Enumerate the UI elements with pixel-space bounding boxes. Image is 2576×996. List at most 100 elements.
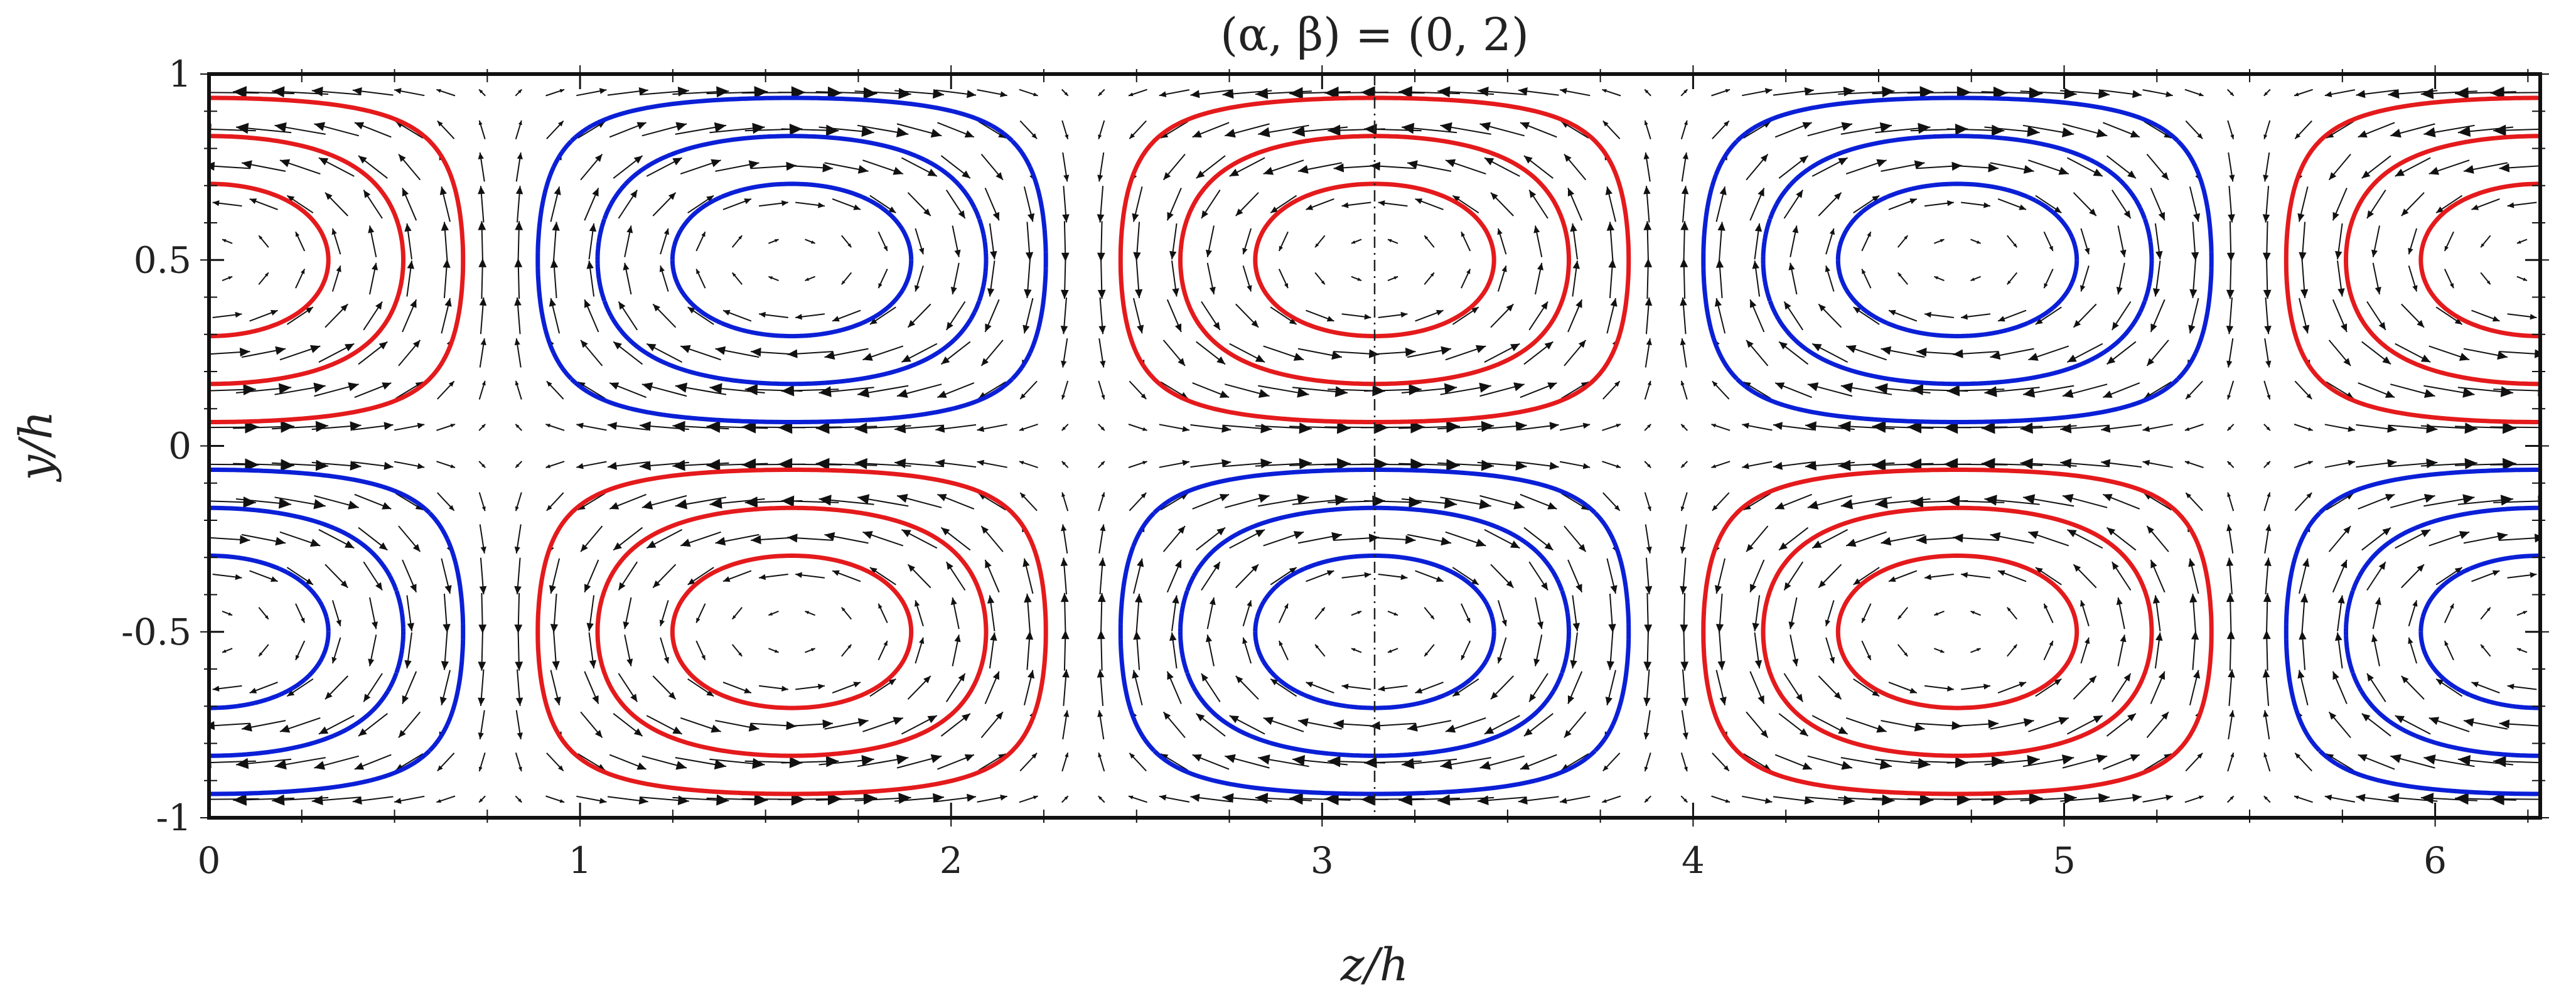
- plot-frame: [207, 72, 2542, 820]
- velocity-arrow: [1746, 525, 1769, 552]
- velocity-arrow: [2188, 297, 2199, 334]
- velocity-arrow: [1097, 710, 1105, 740]
- velocity-arrow: [1484, 529, 1520, 549]
- velocity-arrow: [2263, 795, 2271, 803]
- velocity-arrow: [1990, 162, 2034, 174]
- velocity-arrow: [980, 525, 1004, 552]
- velocity-arrow: [2226, 258, 2235, 299]
- velocity-arrow: [2073, 564, 2097, 589]
- positive-contour: [209, 181, 2540, 710]
- velocity-arrow: [1132, 186, 1143, 222]
- velocity-arrow: [478, 258, 487, 299]
- velocity-arrow: [235, 758, 292, 769]
- velocity-arrow: [869, 567, 896, 586]
- velocity-arrow: [1712, 492, 1730, 511]
- velocity-arrow: [363, 301, 383, 331]
- x-tick-labels: 0 1 2 3 4 5 6: [198, 839, 2447, 882]
- velocity-arrow: [1807, 755, 1853, 770]
- velocity-arrow: [824, 532, 869, 544]
- velocity-arrow: [2035, 567, 2062, 586]
- velocity-arrow: [1567, 188, 1583, 221]
- velocity-arrow: [241, 720, 286, 732]
- velocity-arrow: [989, 223, 997, 260]
- velocity-arrow: [862, 159, 904, 175]
- velocity-arrow: [1861, 640, 1872, 661]
- velocity-arrow: [1192, 754, 1230, 770]
- velocity-arrow: [1129, 380, 1147, 400]
- velocity-arrow: [2007, 607, 2018, 620]
- velocity-arrow: [1840, 757, 1892, 770]
- velocity-arrow: [1644, 424, 1651, 431]
- velocity-arrow: [1567, 671, 1583, 704]
- velocity-arrow: [2401, 564, 2425, 589]
- velocity-arrow: [1159, 459, 1190, 468]
- velocity-arrow: [623, 597, 632, 629]
- velocity-arrow: [1445, 345, 1486, 361]
- velocity-arrow: [832, 682, 861, 694]
- velocity-arrow: [2366, 673, 2386, 702]
- velocity-arrow: [2185, 380, 2203, 400]
- velocity-arrow: [2332, 671, 2348, 704]
- velocity-arrow: [325, 192, 348, 217]
- velocity-arrow: [1062, 152, 1070, 182]
- velocity-arrow: [877, 640, 888, 661]
- velocity-arrow: [436, 795, 456, 803]
- velocity-arrow: [1644, 492, 1651, 511]
- velocity-arrow: [2106, 527, 2137, 551]
- velocity-arrow: [1297, 718, 1343, 730]
- velocity-arrow: [1773, 87, 1814, 96]
- velocity-arrow: [546, 380, 564, 400]
- velocity-arrow: [1225, 123, 1270, 138]
- velocity-arrow: [2299, 631, 2307, 670]
- velocity-arrow: [2507, 683, 2537, 690]
- velocity-arrow: [1924, 311, 1954, 318]
- velocity-arrow: [795, 313, 825, 320]
- velocity-arrow: [1897, 235, 1908, 248]
- velocity-arrow: [1440, 122, 1491, 135]
- velocity-arrow: [805, 610, 815, 616]
- velocity-arrow: [1953, 533, 1999, 543]
- velocity-arrow: [550, 186, 561, 222]
- velocity-arrow: [1934, 610, 1945, 616]
- velocity-arrow: [1774, 122, 1812, 138]
- velocity-arrow: [660, 637, 669, 664]
- velocity-arrow: [1605, 186, 1616, 222]
- velocity-arrow: [1717, 222, 1725, 261]
- velocity-arrow: [2361, 341, 2391, 365]
- velocity-arrow: [398, 340, 421, 367]
- velocity-arrow: [687, 195, 714, 214]
- velocity-arrow: [2264, 338, 2272, 368]
- velocity-arrow: [2184, 795, 2204, 803]
- velocity-arrow: [1306, 309, 1334, 322]
- velocity-arrow: [1061, 752, 1069, 772]
- velocity-arrow: [1490, 675, 1514, 700]
- velocity-arrow: [1128, 88, 1147, 97]
- velocity-arrow: [787, 349, 833, 358]
- velocity-arrow: [1314, 644, 1326, 657]
- velocity-arrow: [641, 755, 687, 770]
- velocity-arrow: [2263, 120, 2271, 139]
- velocity-arrow: [1019, 120, 1038, 139]
- velocity-arrow: [609, 382, 647, 399]
- velocity-arrow: [675, 496, 727, 510]
- velocity-arrow: [695, 640, 706, 661]
- velocity-arrow: [1129, 492, 1147, 511]
- velocity-arrow: [222, 238, 233, 244]
- velocity-arrow: [695, 269, 706, 289]
- velocity-arrow: [2299, 222, 2307, 261]
- velocity-arrow: [545, 461, 565, 468]
- velocity-arrow: [1258, 494, 1309, 507]
- velocity-arrow: [2390, 494, 2435, 508]
- velocity-arrow: [580, 340, 603, 367]
- velocity-arrow: [1314, 272, 1326, 285]
- velocity-arrow: [877, 231, 888, 252]
- velocity-arrow: [1098, 380, 1105, 400]
- velocity-arrow: [768, 238, 779, 244]
- velocity-arrow: [258, 644, 269, 657]
- velocity-arrow: [935, 459, 977, 468]
- velocity-arrow: [2263, 258, 2272, 299]
- velocity-arrow: [1128, 795, 1147, 803]
- velocity-arrow: [901, 715, 938, 735]
- velocity-arrow: [209, 347, 250, 357]
- velocity-arrow: [2264, 524, 2272, 554]
